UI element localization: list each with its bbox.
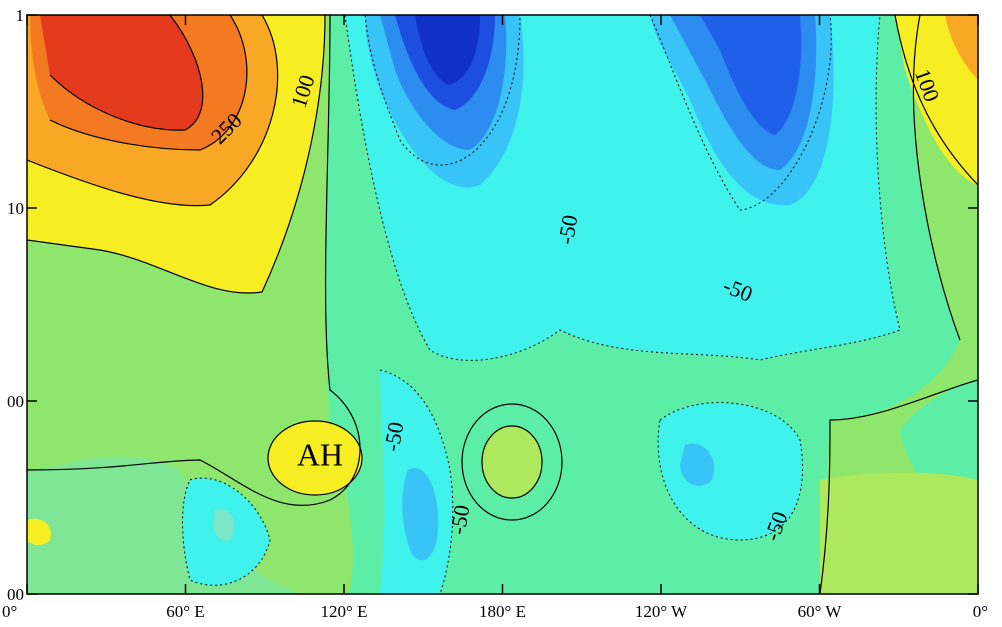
y-tick-label: 00 bbox=[7, 585, 24, 604]
x-tick-label: 120° E bbox=[321, 602, 368, 621]
x-tick-label: 0° bbox=[2, 602, 17, 621]
contour-label: -50 bbox=[553, 213, 583, 246]
y-tick-label: 1 bbox=[16, 6, 25, 25]
y-tick-label: 10 bbox=[7, 199, 24, 218]
x-tick-label: 60° W bbox=[798, 602, 843, 621]
high-label: AH bbox=[297, 436, 343, 472]
x-tick-label: 120° W bbox=[635, 602, 688, 621]
x-tick-label: 60° E bbox=[166, 602, 204, 621]
contour-label: -50 bbox=[379, 420, 409, 453]
y-tick-label: 00 bbox=[7, 392, 24, 411]
x-tick-label: 180° E bbox=[479, 602, 526, 621]
contour-field bbox=[27, 15, 978, 594]
x-tick-label: 0° bbox=[973, 602, 988, 621]
contour-label: -50 bbox=[445, 503, 475, 536]
